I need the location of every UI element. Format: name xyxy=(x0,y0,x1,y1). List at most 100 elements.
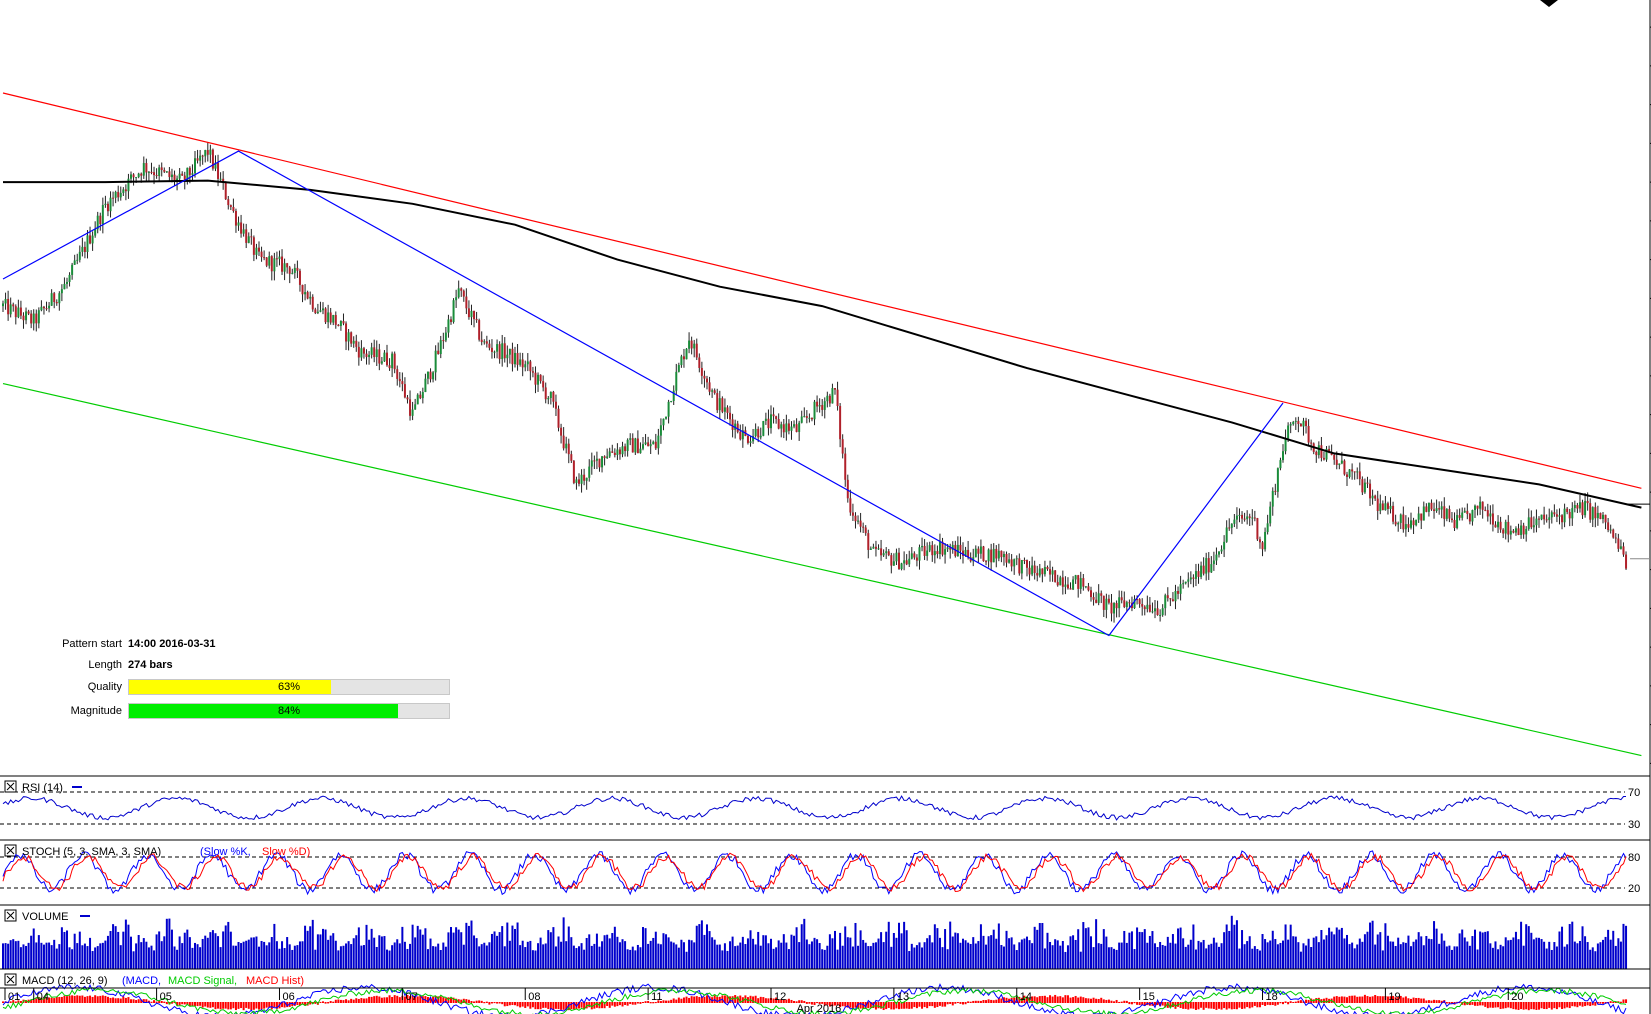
macd-hist-bar xyxy=(882,1002,885,1011)
macd-hist-bar xyxy=(83,996,86,1003)
bullish-candle xyxy=(1235,515,1238,520)
indicator-level-label: 20 xyxy=(1628,883,1640,895)
macd-hist-bar xyxy=(670,999,673,1003)
volume-bar xyxy=(1484,931,1487,969)
bearish-candle xyxy=(1018,558,1021,574)
bearish-candle xyxy=(296,267,299,271)
volume-bar xyxy=(1026,936,1028,969)
macd-hist-bar xyxy=(155,1001,158,1003)
volume-bar xyxy=(258,946,260,969)
macd-hist-bar xyxy=(1358,996,1361,1003)
macd-hist-bar xyxy=(570,1002,573,1010)
volume-bar xyxy=(1617,938,1620,969)
volume-bar xyxy=(798,942,801,969)
bearish-candle xyxy=(1090,590,1092,598)
macd-hist-bar xyxy=(949,1002,952,1004)
macd-hist-bar xyxy=(1115,999,1118,1003)
macd-hist-bar xyxy=(373,996,376,1003)
macd-hist-bar xyxy=(601,1002,604,1009)
volume-bar xyxy=(987,936,990,969)
bullish-candle xyxy=(81,246,84,252)
bullish-candle xyxy=(375,349,378,358)
macd-hist-bar xyxy=(194,1002,196,1006)
volume-bar xyxy=(1097,943,1100,969)
macd-hist-bar xyxy=(537,1002,540,1010)
scroll-marker-icon[interactable] xyxy=(1540,0,1558,7)
bullish-candle xyxy=(278,256,281,260)
bullish-candle xyxy=(1043,566,1046,575)
bullish-candle xyxy=(483,341,486,343)
macd-hist-bar xyxy=(1320,999,1323,1003)
volume-bar xyxy=(1307,938,1310,969)
volume-bar xyxy=(130,936,132,969)
bearish-candle xyxy=(949,547,952,550)
volume-bar xyxy=(624,941,627,969)
bearish-candle xyxy=(862,526,865,528)
macd-hist-bar xyxy=(25,1000,28,1003)
macd-hist-bar xyxy=(1113,1001,1116,1003)
volume-bar xyxy=(1069,936,1072,969)
volume-bar xyxy=(1363,934,1366,969)
volume-bar xyxy=(89,937,92,969)
macd-hist-bar xyxy=(967,1001,970,1003)
macd-hist-bar xyxy=(206,1002,209,1008)
bearish-candle xyxy=(1000,550,1003,558)
volume-bar xyxy=(534,950,537,969)
volume-bar xyxy=(1125,942,1128,969)
volume-bar xyxy=(388,950,391,969)
macd-hist-bar xyxy=(475,1000,478,1003)
bearish-candle xyxy=(160,167,163,170)
volume-bar xyxy=(1008,938,1011,969)
volume-bar xyxy=(137,935,140,969)
bearish-candle xyxy=(810,417,813,420)
macd-hist-bar xyxy=(1066,995,1069,1003)
volume-bar xyxy=(754,944,757,969)
volume-bar xyxy=(777,940,780,969)
macd-hist-bar xyxy=(1133,1002,1136,1004)
macd-hist-bar xyxy=(386,997,388,1003)
bullish-candle xyxy=(1146,604,1149,610)
macd-hist-bar xyxy=(539,1002,542,1010)
bullish-candle xyxy=(1266,523,1269,532)
bearish-candle xyxy=(260,251,263,258)
macd-hist-bar xyxy=(621,1002,624,1007)
panel-close-icon-cross xyxy=(6,782,15,791)
volume-bar xyxy=(877,938,880,969)
volume-bar xyxy=(613,926,616,969)
volume-bar xyxy=(1555,946,1558,969)
volume-bar xyxy=(711,937,714,969)
macd-hist-bar xyxy=(391,996,394,1003)
macd-hist-bar xyxy=(324,1002,327,1004)
bullish-candle xyxy=(639,448,642,454)
macd-hist-bar xyxy=(913,1002,916,1008)
bearish-candle xyxy=(1136,599,1139,601)
volume-bar xyxy=(1394,945,1397,969)
macd-hist-bar xyxy=(99,995,102,1003)
stoch-k-line xyxy=(2,850,1627,896)
macd-hist-bar xyxy=(396,995,399,1003)
bearish-candle xyxy=(462,290,465,297)
bullish-candle xyxy=(1348,469,1351,477)
bullish-candle xyxy=(1015,558,1018,560)
macd-hist-bar xyxy=(1543,1002,1546,1009)
macd-hist-bar xyxy=(1174,1002,1177,1009)
volume-bar xyxy=(718,944,721,969)
bullish-candle xyxy=(519,359,522,365)
bearish-candle xyxy=(393,353,396,370)
bullish-candle xyxy=(938,541,941,555)
volume-bar xyxy=(1602,939,1604,969)
macd-hist-bar xyxy=(252,1002,255,1010)
macd-hist-bar xyxy=(89,995,92,1003)
bearish-candle xyxy=(140,173,143,176)
volume-bar xyxy=(1018,942,1021,969)
volume-bar xyxy=(659,944,662,969)
bearish-candle xyxy=(345,323,348,342)
bullish-candle xyxy=(872,546,875,549)
macd-hist-bar xyxy=(160,1000,163,1003)
macd-hist-bar xyxy=(877,1002,880,1009)
bearish-candle xyxy=(795,424,798,432)
volume-bar xyxy=(1092,947,1095,969)
bullish-candle xyxy=(626,439,629,452)
bullish-candle xyxy=(291,272,294,274)
macd-hist-bar xyxy=(864,1002,867,1009)
